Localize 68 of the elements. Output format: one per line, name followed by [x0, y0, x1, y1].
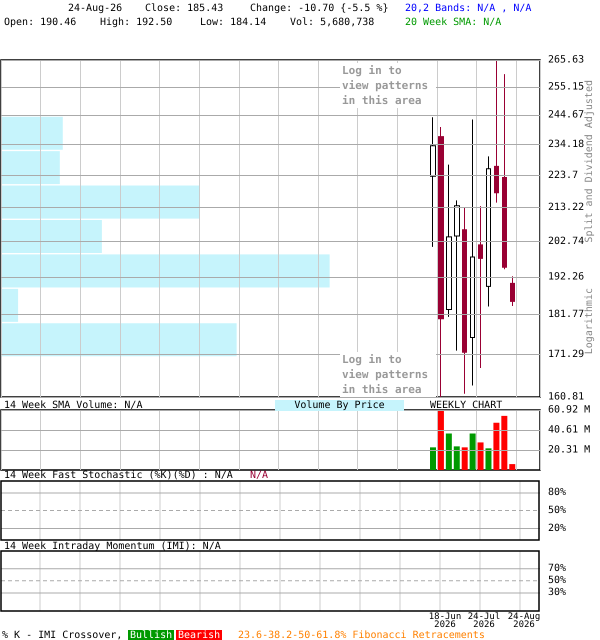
y-tick-label: 171.29: [548, 349, 584, 360]
y-tick-label: 192.26: [548, 272, 584, 283]
y-tick-label: 213.22: [548, 202, 584, 214]
y-tick-label: 181.77: [548, 309, 584, 320]
bar: [478, 442, 484, 470]
text: Open: 190.46: [4, 17, 76, 28]
y-tick-label: 255.15: [548, 82, 584, 93]
text: 20%: [548, 523, 566, 534]
text: 18-Jun 2026: [428, 612, 462, 630]
bar: [430, 447, 436, 470]
bar: [454, 446, 460, 470]
candlestick: [510, 276, 515, 307]
y-tick-label: 20.31 M: [548, 444, 590, 456]
y-tick-label: 234.18: [548, 139, 584, 150]
candlestick: [470, 119, 475, 386]
chart-title: 14 Week SMA Volume: N/A: [4, 400, 142, 411]
candlestick: [502, 74, 507, 270]
text: Logarithmic: [584, 288, 595, 354]
text: 23.6-38.2-50-61.8% Fibonacci Retracements: [238, 630, 485, 640]
text: Volume By Price: [275, 400, 404, 411]
text: 20,2 Bands: N/A , N/A: [405, 3, 532, 14]
bar: [438, 410, 444, 470]
text: Close: 185.43: [145, 3, 224, 14]
candlestick: [494, 60, 499, 204]
bar: [462, 447, 468, 470]
text: 14 Week Intraday Momentum (IMI): N/A: [4, 541, 221, 552]
text: 24-Jul 2026: [468, 612, 500, 630]
candlestick: [478, 206, 483, 369]
text: Bearish: [176, 630, 222, 640]
bar: [509, 464, 516, 470]
candlestick: [446, 164, 452, 318]
y-tick-label: 244.67: [548, 110, 584, 121]
annotation: Log in to view patterns in this area: [340, 352, 436, 397]
bar: [470, 434, 476, 470]
y-tick-label: 202.74: [548, 236, 584, 247]
candlestick: [462, 207, 467, 394]
candlestick: [454, 200, 460, 352]
y-axis-title: Split and Dividend Adjusted: [584, 80, 595, 243]
text: 14 Week Fast Stochastic (%K)(%D) : N/A: [4, 470, 233, 481]
text: Low: 184.14: [200, 17, 266, 28]
bar: [485, 448, 492, 470]
text: High: 192.50: [100, 17, 172, 28]
bar: [446, 434, 452, 470]
bar: [501, 416, 508, 470]
y-tick-label: 40.61 M: [548, 424, 590, 436]
text: 50%: [548, 575, 566, 586]
y-tick-label: 223.7: [548, 170, 578, 181]
y-tick-label: 265.63: [548, 54, 584, 66]
text: 20 Week SMA: N/A: [405, 17, 502, 28]
text: 30%: [548, 587, 566, 598]
text: Bullish: [128, 630, 174, 640]
candlestick: [486, 156, 491, 308]
annotation: N/A: [250, 470, 268, 481]
bar: [493, 422, 500, 470]
text: 24-Aug-26: [68, 3, 122, 14]
text: 50%: [548, 505, 566, 516]
text: % K - IMI Crossover,: [2, 630, 122, 640]
text: Change: -10.70 {-5.5 %}: [250, 3, 388, 14]
text: 70%: [548, 563, 566, 574]
text: 80%: [548, 487, 566, 498]
candlestick: [438, 126, 444, 398]
annotation: WEEKLY CHART: [430, 400, 502, 411]
y-tick-label: 160.81: [548, 392, 584, 402]
text: 24-Aug 2026: [506, 612, 542, 630]
y-tick-label: 60.92 M: [548, 404, 590, 416]
annotation: Log in to view patterns in this area: [340, 63, 436, 108]
text: Vol: 5,680,738: [290, 17, 374, 28]
candlestick: [430, 116, 436, 248]
